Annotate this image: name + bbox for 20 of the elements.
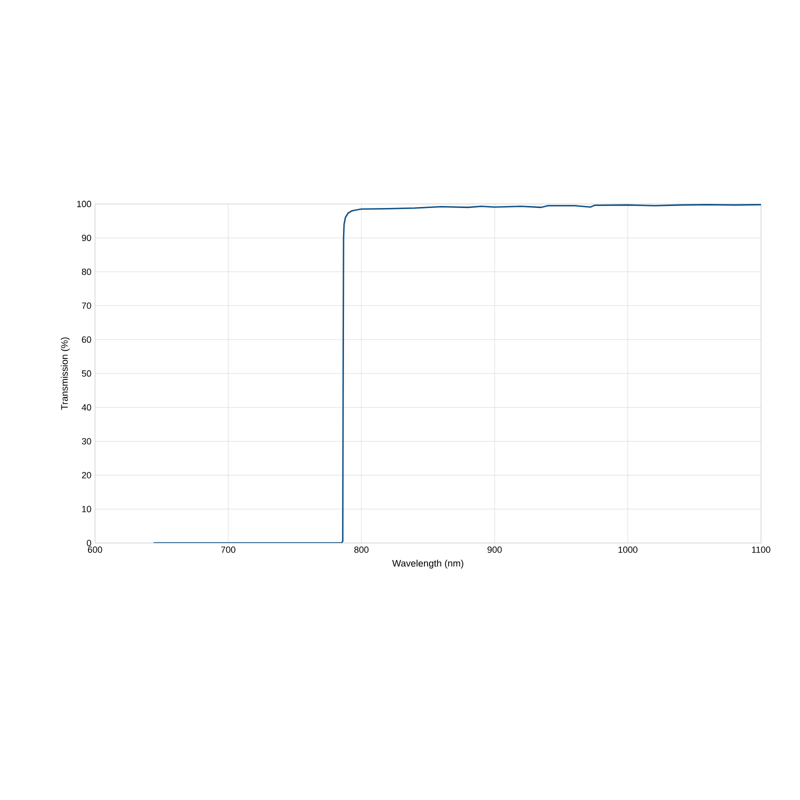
x-tick-label: 1000 [618,546,638,553]
y-tick-label: 80 [82,268,92,275]
x-tick-label: 600 [88,546,102,553]
x-tick-label: 1100 [752,546,770,553]
y-tick-label: 70 [82,302,92,309]
y-tick-label: 40 [82,404,92,411]
y-tick-label: 100 [77,200,92,208]
y-tick-label: 30 [82,438,92,444]
y-tick-label: 0 [86,540,92,546]
x-tick-label: 800 [354,546,369,553]
x-tick-label: 900 [488,546,502,553]
x-axis-title: Wavelength (nm) [392,560,464,569]
line-series [152,204,762,543]
y-tick-label: 20 [82,472,92,478]
y-axis-title: Transmission (%) [60,337,70,410]
y-tick-label: 90 [82,234,92,242]
y-tick-label: 50 [82,370,92,377]
y-tick-label: 60 [82,336,92,343]
y-tick-label: 10 [82,506,92,512]
x-tick-label: 700 [221,546,236,553]
